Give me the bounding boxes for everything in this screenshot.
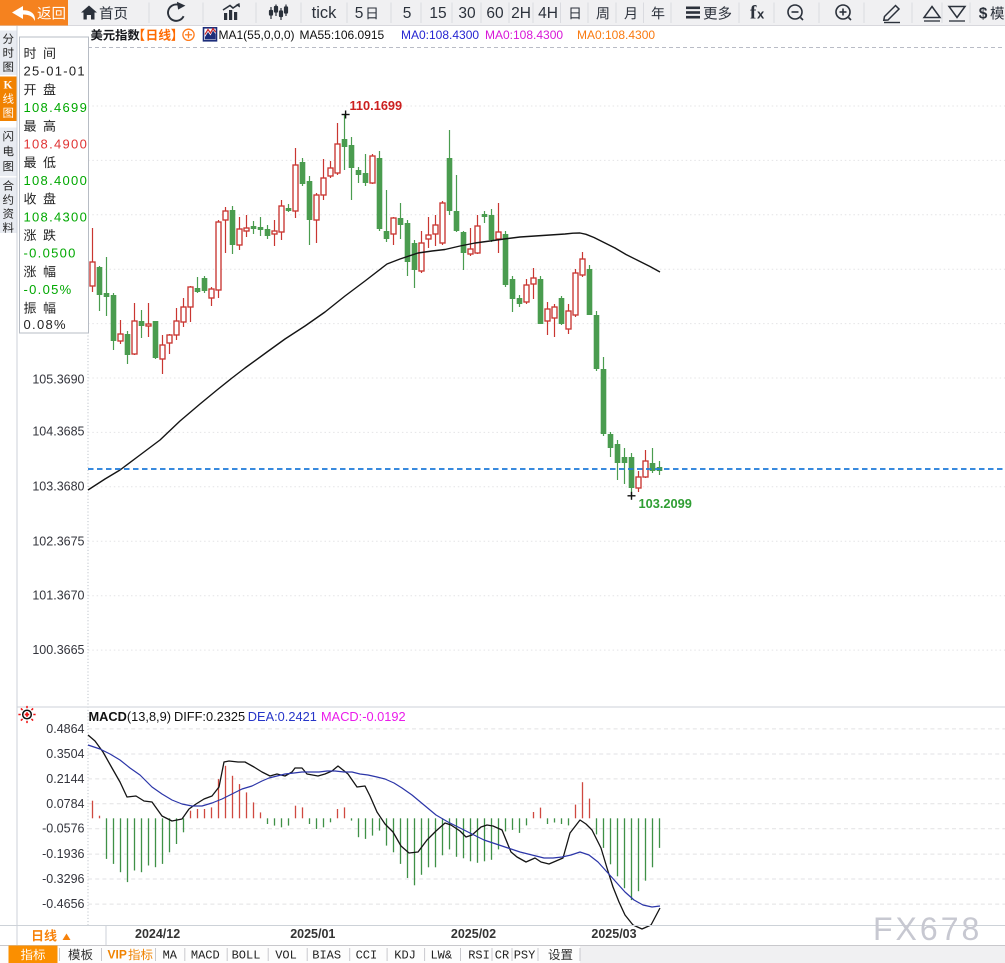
svg-text:100.3665: 100.3665 — [32, 643, 84, 657]
svg-text:-0.05%: -0.05% — [24, 282, 73, 297]
svg-text:MA1(55,0,0,0): MA1(55,0,0,0) — [219, 28, 295, 42]
svg-text:MACD: MACD — [191, 949, 220, 963]
svg-text:CR: CR — [495, 949, 509, 963]
svg-text:0.4864: 0.4864 — [46, 722, 84, 736]
svg-text:tick: tick — [312, 4, 338, 22]
svg-text:$: $ — [979, 6, 988, 23]
svg-text:-0.1936: -0.1936 — [42, 847, 84, 861]
svg-text:108.4900: 108.4900 — [24, 137, 89, 152]
svg-text:-0.0500: -0.0500 — [24, 246, 77, 261]
svg-text:PSY: PSY — [514, 949, 536, 963]
svg-text:15: 15 — [429, 5, 446, 22]
svg-text:104.3685: 104.3685 — [32, 425, 84, 439]
svg-text:103.3680: 103.3680 — [32, 480, 84, 494]
svg-text:K: K — [4, 80, 13, 92]
svg-text:-0.3296: -0.3296 — [42, 872, 84, 886]
svg-text:MA0:108.4300: MA0:108.4300 — [401, 28, 479, 42]
svg-text:4H: 4H — [538, 5, 558, 22]
svg-text:5: 5 — [355, 5, 364, 22]
svg-text:BOLL: BOLL — [232, 949, 261, 963]
svg-text:2024/12: 2024/12 — [135, 927, 180, 941]
svg-text:DEA:0.2421: DEA:0.2421 — [248, 709, 317, 724]
svg-text:-0.0576: -0.0576 — [42, 822, 84, 836]
svg-text:110.1699: 110.1699 — [350, 98, 403, 113]
svg-text:0.2144: 0.2144 — [46, 772, 84, 786]
svg-text:RSI: RSI — [468, 949, 490, 963]
svg-text:103.2099: 103.2099 — [639, 496, 692, 511]
svg-text:2H: 2H — [511, 5, 531, 22]
svg-text:MA0:108.4300: MA0:108.4300 — [485, 28, 563, 42]
svg-text:0.08%: 0.08% — [24, 317, 67, 332]
svg-text:BIAS: BIAS — [312, 949, 341, 963]
svg-text:KDJ: KDJ — [394, 949, 416, 963]
svg-text:2025/02: 2025/02 — [451, 927, 496, 941]
svg-text:101.3670: 101.3670 — [32, 588, 84, 602]
svg-text:108.4300: 108.4300 — [24, 209, 89, 224]
svg-text:25-01-01: 25-01-01 — [24, 64, 86, 79]
svg-text:60: 60 — [486, 5, 504, 22]
svg-text:MA0:108.4300: MA0:108.4300 — [577, 28, 655, 42]
svg-text:f: f — [750, 3, 757, 24]
svg-text:105.3690: 105.3690 — [32, 373, 84, 387]
svg-text:2025/03: 2025/03 — [591, 927, 636, 941]
svg-text:FX678: FX678 — [873, 911, 982, 947]
svg-text:MACD:-0.0192: MACD:-0.0192 — [321, 709, 406, 724]
svg-text:30: 30 — [458, 5, 476, 22]
svg-text:102.3675: 102.3675 — [32, 534, 84, 548]
svg-text:0.3504: 0.3504 — [46, 747, 84, 761]
svg-text:VIP: VIP — [108, 948, 127, 962]
svg-text:CCI: CCI — [356, 949, 378, 963]
svg-text:LW&: LW& — [430, 949, 452, 963]
svg-text:108.4000: 108.4000 — [24, 173, 89, 188]
svg-text:x: x — [757, 7, 765, 22]
svg-text:MACD(13,8,9): MACD(13,8,9) — [89, 709, 172, 724]
svg-text:VOL: VOL — [275, 949, 297, 963]
svg-text:2025/01: 2025/01 — [290, 927, 335, 941]
svg-text:MA: MA — [163, 949, 178, 963]
svg-text:-0.4656: -0.4656 — [42, 897, 84, 911]
svg-text:108.4699: 108.4699 — [24, 100, 89, 115]
svg-text:0.0784: 0.0784 — [46, 797, 84, 811]
svg-text:DIFF:0.2325: DIFF:0.2325 — [174, 709, 245, 724]
svg-text:5: 5 — [403, 5, 412, 22]
svg-text:MA55:106.0915: MA55:106.0915 — [300, 28, 385, 42]
